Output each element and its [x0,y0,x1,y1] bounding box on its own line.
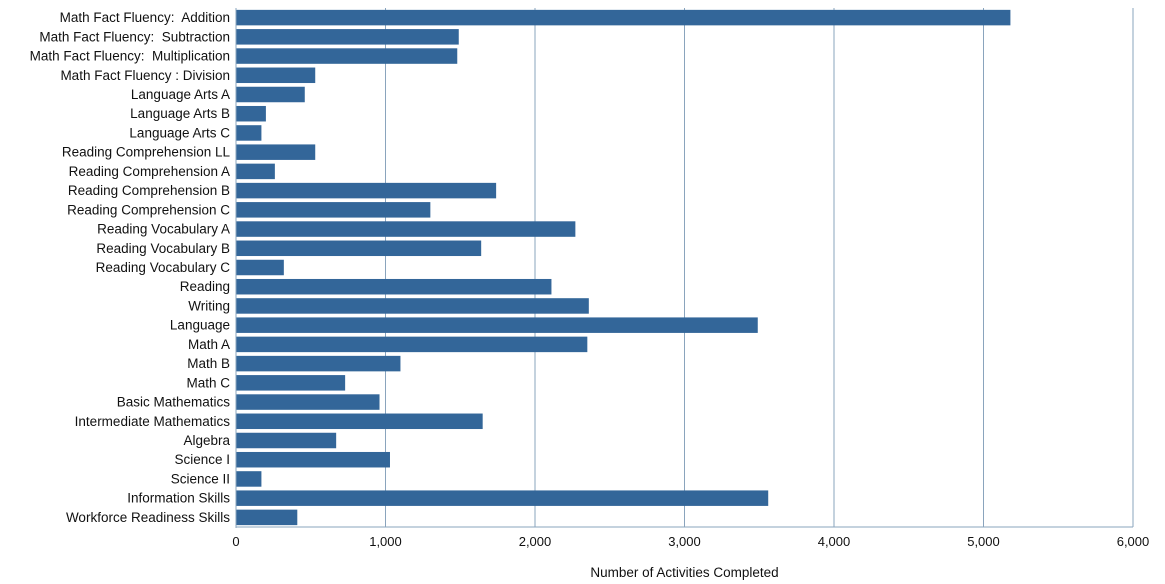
x-tick-label-0: 0 [232,534,239,549]
category-label-26: Workforce Readiness Skills [66,510,230,525]
bar-18 [236,355,401,372]
category-label-11: Reading Vocabulary A [97,222,230,237]
x-axis-title: Number of Activities Completed [590,565,778,580]
category-label-10: Reading Comprehension C [67,202,230,217]
bar-19 [236,375,346,391]
bars [236,9,1011,526]
x-tick-labels: 0 1,000 2,000 3,000 4,000 5,000 6,000 [232,534,1149,549]
bar-6 [236,125,262,141]
x-tick-label-6000: 6,000 [1117,534,1150,549]
bar-17 [236,336,588,353]
bar-8 [236,163,275,180]
category-label-9: Reading Comprehension B [68,183,230,198]
bar-9 [236,182,497,199]
bar-20 [236,394,380,410]
category-label-24: Science II [171,471,230,486]
category-label-18: Math B [187,356,230,371]
bar-0 [236,9,1011,26]
category-label-20: Basic Mathematics [117,395,231,410]
category-label-1: Math Fact Fluency: Subtraction [39,29,230,44]
bar-5 [236,105,266,122]
bar-7 [236,144,316,160]
bar-22 [236,432,337,449]
category-label-3: Math Fact Fluency : Division [60,68,230,83]
category-label-2: Math Fact Fluency: Multiplication [30,49,230,64]
bar-11 [236,221,576,237]
category-label-16: Language [170,318,230,333]
axes [235,8,1133,528]
bar-16 [236,317,758,333]
bar-1 [236,29,459,45]
category-label-0: Math Fact Fluency: Addition [60,10,230,25]
x-tick-label-1000: 1,000 [369,534,402,549]
category-label-23: Science I [174,452,230,467]
category-label-12: Reading Vocabulary B [96,241,230,256]
category-label-15: Writing [188,298,230,313]
category-label-5: Language Arts B [130,106,230,121]
bar-15 [236,298,589,314]
x-tick-label-5000: 5,000 [967,534,1000,549]
category-label-13: Reading Vocabulary C [96,260,231,275]
bar-21 [236,413,483,430]
category-label-14: Reading [180,279,230,294]
category-label-8: Reading Comprehension A [69,164,230,179]
category-label-21: Intermediate Mathematics [75,414,231,429]
bar-10 [236,202,431,218]
gridlines [385,8,1134,527]
bar-3 [236,67,316,84]
bar-25 [236,490,769,506]
x-tick-label-3000: 3,000 [668,534,701,549]
category-label-25: Information Skills [127,491,230,506]
bar-4 [236,86,305,103]
bar-23 [236,451,390,468]
category-label-22: Algebra [183,433,230,448]
bar-2 [236,48,458,64]
x-tick-label-4000: 4,000 [818,534,851,549]
category-label-4: Language Arts A [131,87,230,102]
x-tick-label-2000: 2,000 [519,534,552,549]
category-label-17: Math A [188,337,230,352]
bar-14 [236,278,552,295]
bar-26 [236,509,298,526]
bar-13 [236,259,284,276]
category-label-6: Language Arts C [129,125,230,140]
category-labels: Math Fact Fluency: Addition Math Fact Flu… [30,10,231,525]
category-label-19: Math C [186,375,230,390]
bar-24 [236,471,262,487]
bar-12 [236,240,482,257]
category-label-7: Reading Comprehension LL [62,145,231,160]
